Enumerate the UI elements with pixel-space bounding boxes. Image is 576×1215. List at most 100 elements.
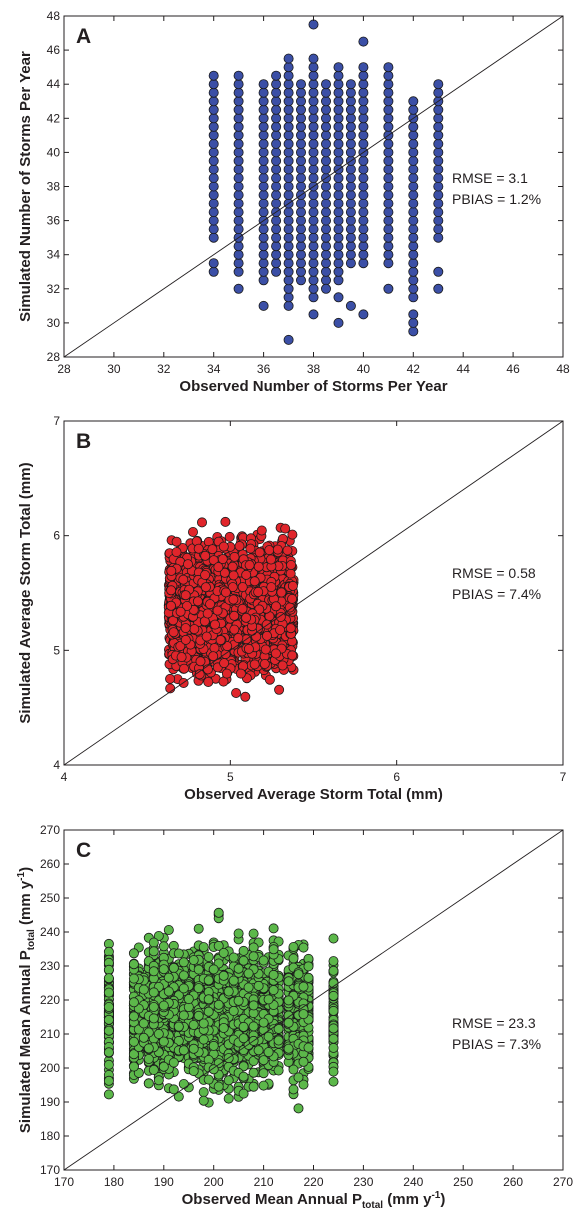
data-point — [238, 945, 249, 956]
data-point — [295, 266, 306, 277]
data-point — [433, 87, 444, 98]
data-point — [233, 130, 244, 141]
data-point — [233, 70, 244, 81]
data-point — [240, 691, 251, 702]
data-point — [408, 96, 419, 107]
data-point — [345, 138, 356, 149]
data-point — [333, 275, 344, 286]
data-point — [283, 96, 294, 107]
data-point — [258, 300, 269, 311]
data-point — [328, 965, 339, 976]
data-point — [408, 155, 419, 166]
data-point — [203, 677, 214, 688]
data-point — [433, 138, 444, 149]
data-point — [295, 164, 306, 175]
data-point — [408, 266, 419, 277]
data-point — [408, 104, 419, 115]
data-point — [308, 70, 319, 81]
data-point — [358, 113, 369, 124]
data-point — [295, 215, 306, 226]
data-point — [193, 923, 204, 934]
data-point — [283, 147, 294, 158]
data-point — [218, 541, 229, 552]
data-point — [283, 283, 294, 294]
data-point — [248, 928, 259, 939]
data-point — [221, 668, 232, 679]
data-point — [320, 207, 331, 218]
data-point — [233, 79, 244, 90]
data-point — [233, 633, 244, 644]
data-point — [253, 561, 264, 572]
data-point — [128, 948, 139, 959]
data-point — [283, 189, 294, 200]
data-point — [208, 113, 219, 124]
data-point — [271, 138, 282, 149]
data-point — [408, 275, 419, 286]
data-point — [333, 232, 344, 243]
data-point — [308, 258, 319, 269]
data-point — [295, 198, 306, 209]
data-point — [233, 241, 244, 252]
stat-text: PBIAS = 7.4% — [452, 586, 541, 602]
data-point — [358, 249, 369, 260]
data-point — [196, 517, 207, 528]
data-point — [408, 292, 419, 303]
data-point — [358, 172, 369, 183]
y-tick-label: 4 — [53, 758, 60, 772]
data-point — [345, 224, 356, 235]
data-point — [383, 232, 394, 243]
data-point — [192, 596, 203, 607]
data-point — [358, 215, 369, 226]
data-point — [271, 258, 282, 269]
data-point — [103, 1089, 114, 1100]
data-point — [208, 207, 219, 218]
data-point — [219, 658, 230, 669]
data-point — [408, 326, 419, 337]
x-tick-label: 44 — [457, 362, 471, 376]
data-point — [408, 147, 419, 158]
data-point — [148, 937, 159, 948]
data-point — [220, 516, 231, 527]
data-point — [201, 631, 212, 642]
data-point — [358, 104, 369, 115]
data-point — [212, 605, 223, 616]
data-point — [408, 121, 419, 132]
data-point — [233, 87, 244, 98]
data-point — [333, 258, 344, 269]
data-point — [271, 79, 282, 90]
data-point — [233, 113, 244, 124]
data-point — [333, 121, 344, 132]
data-point — [320, 215, 331, 226]
data-point — [260, 644, 271, 655]
data-point — [248, 942, 259, 953]
data-point — [333, 241, 344, 252]
data-point — [333, 172, 344, 183]
data-point — [345, 181, 356, 192]
data-point — [320, 241, 331, 252]
y-tick-label: 36 — [47, 214, 61, 228]
data-point — [208, 79, 219, 90]
data-point — [433, 181, 444, 192]
data-point — [198, 1087, 209, 1098]
data-point — [345, 215, 356, 226]
data-point — [333, 198, 344, 209]
data-point — [383, 138, 394, 149]
data-point — [258, 147, 269, 158]
data-point — [283, 62, 294, 73]
data-point — [248, 1081, 259, 1092]
x-tick-label: 36 — [257, 362, 271, 376]
data-point — [103, 1059, 114, 1070]
data-point — [345, 198, 356, 209]
data-point — [233, 224, 244, 235]
data-point — [358, 241, 369, 252]
data-point — [345, 241, 356, 252]
data-point — [208, 121, 219, 132]
data-point — [235, 668, 246, 679]
data-point — [383, 62, 394, 73]
data-point — [320, 249, 331, 260]
data-point — [165, 673, 176, 684]
x-tick-label: 32 — [157, 362, 171, 376]
data-point — [178, 957, 189, 968]
panel-letter: A — [76, 25, 91, 48]
x-tick-label: 30 — [107, 362, 121, 376]
